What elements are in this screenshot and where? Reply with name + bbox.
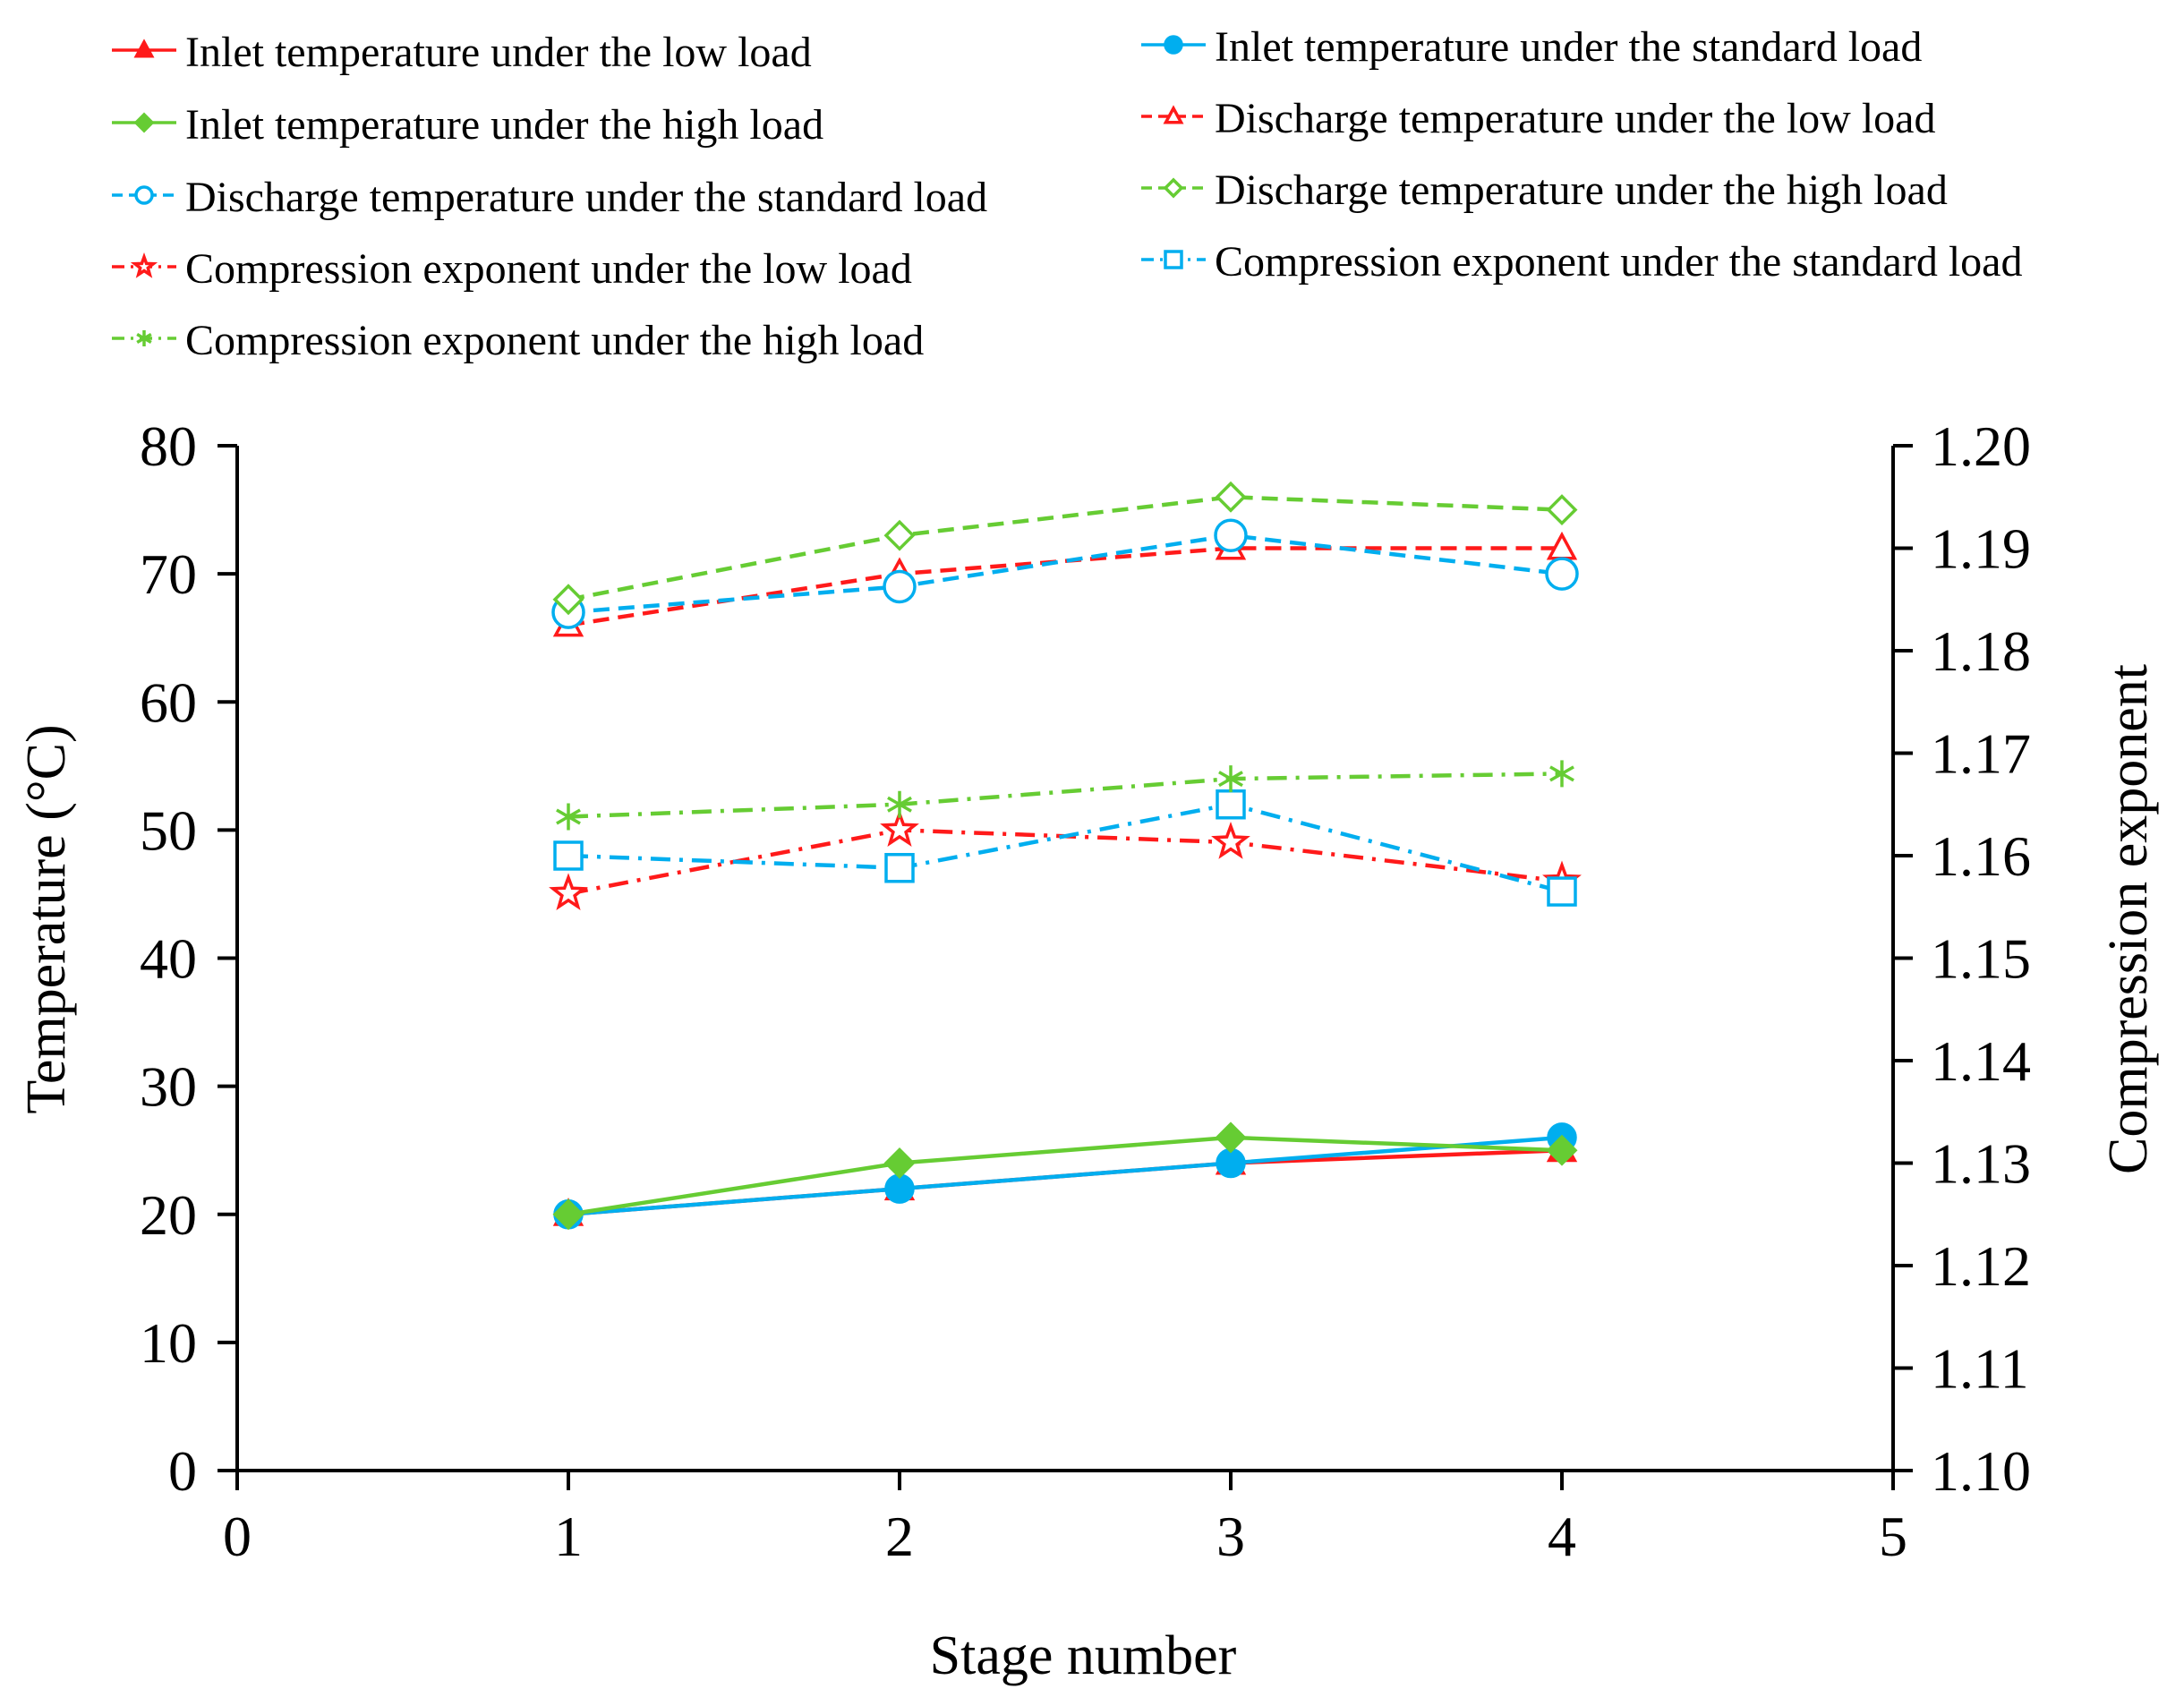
data-point-star-open [884,814,915,843]
data-point-triangle-filled [136,42,151,56]
data-point-circle-filled [1217,1150,1244,1177]
y2-tick-label: 1.10 [1931,1439,2031,1503]
series-4 [556,535,1575,635]
legend-label: Discharge temperature under the standard… [185,174,987,221]
legend-item-8: Compression exponent under the standard … [1141,238,2022,286]
data-point-diamond-open [1217,483,1244,510]
legend-item-4: Discharge temperature under the low load [1141,95,1935,142]
x-tick-label: 2 [885,1505,914,1568]
y2-tick-label: 1.20 [1931,414,2031,478]
legend-label: Compression exponent under the standard … [1215,238,2022,286]
y2-tick-label: 1.12 [1931,1234,2031,1298]
data-point-asterisk [1550,760,1574,787]
y2-tick-label: 1.14 [1931,1029,2031,1093]
series-9 [557,760,1574,830]
series-8 [555,791,1575,905]
data-point-circle-open [1547,559,1577,589]
y-tick-label: 50 [140,798,197,862]
legend-label: Compression exponent under the low load [185,245,912,293]
data-point-diamond-open [1165,180,1182,196]
data-point-square-open [886,855,913,882]
data-point-circle-filled [886,1175,913,1202]
series-line [568,497,1562,600]
data-point-square-open [1217,791,1244,818]
data-point-square-open [1548,878,1575,905]
y-tick-label: 60 [140,670,197,734]
series-line [568,830,1562,893]
data-point-diamond-filled [136,115,152,131]
x-tick-label: 5 [1879,1505,1907,1568]
x-tick-label: 3 [1216,1505,1245,1568]
series-line [568,549,1562,626]
legend-item-5: Discharge temperature under the standard… [112,174,987,221]
y-tick-label: 30 [140,1055,197,1119]
legend-item-1: Inlet temperature under the low load [112,29,812,76]
x-tick-label: 0 [223,1505,252,1568]
legend-label: Inlet temperature under the low load [185,29,812,76]
data-point-triangle-open [1165,108,1181,123]
legend-label: Inlet temperature under the standard loa… [1215,23,1922,71]
y2-tick-label: 1.19 [1931,517,2031,581]
legend-item-3: Inlet temperature under the high load [112,101,823,149]
series-line [568,773,1562,816]
x-tick-label: 4 [1548,1505,1576,1568]
data-point-circle-open [884,571,915,601]
data-point-square-open [555,842,582,869]
legend-label: Inlet temperature under the high load [185,101,823,149]
y2-tick-label: 1.18 [1931,619,2031,683]
data-point-star-open [1216,826,1246,856]
y-tick-label: 40 [140,927,197,991]
series-2 [555,1124,1575,1228]
data-point-square-open [1165,252,1182,268]
legend-item-9: Compression exponent under the high load [112,317,924,364]
series-line [568,805,1562,891]
data-point-star-open [135,257,154,275]
legend-label: Discharge temperature under the low load [1215,95,1935,142]
data-point-circle-filled [1165,37,1182,53]
y2-tick-label: 1.13 [1931,1132,2031,1196]
y-tick-label: 20 [140,1183,197,1247]
data-point-diamond-filled [886,1150,913,1177]
legend: Inlet temperature under the low load Inle… [112,23,2022,364]
y-tick-label: 70 [140,542,197,606]
data-point-diamond-open [886,522,913,549]
y2-axis-label: Compression exponent [2098,664,2159,1174]
x-axis-label: Stage number [930,1625,1237,1686]
chart-canvas: Inlet temperature under the low load Inle… [0,0,2184,1697]
data-point-circle-open [136,187,152,203]
y2-tick-label: 1.17 [1931,722,2031,786]
y2-tick-label: 1.15 [1931,927,2031,991]
y-axis-label: Temperature (°C) [16,724,77,1113]
x-tick-label: 1 [554,1505,583,1568]
data-point-star-open [553,877,584,907]
x-ticks: 0 1 2 3 4 5 [223,1471,1907,1568]
y-tick-label: 10 [140,1311,197,1375]
y-ticks: 0 10 20 30 40 50 60 70 80 [140,414,237,1503]
y2-tick-label: 1.11 [1931,1337,2029,1401]
y2-ticks: 1.10 1.11 1.12 1.13 1.14 1.15 1.16 1.17 1.18 1.19… [1893,414,2031,1503]
y2-tick-label: 1.16 [1931,824,2031,888]
legend-label: Discharge temperature under the high loa… [1215,166,1948,214]
legend-item-2: Inlet temperature under the standard loa… [1141,23,1922,71]
legend-label: Compression exponent under the high load [185,317,924,364]
legend-item-7: Compression exponent under the low load [112,245,912,293]
plot-area [553,483,1577,1228]
y-tick-label: 80 [140,414,197,478]
data-point-diamond-open [1548,497,1575,524]
legend-item-6: Discharge temperature under the high loa… [1141,166,1948,214]
data-point-circle-open [1216,520,1246,550]
y-tick-label: 0 [168,1439,197,1503]
data-point-diamond-filled [1217,1124,1244,1151]
